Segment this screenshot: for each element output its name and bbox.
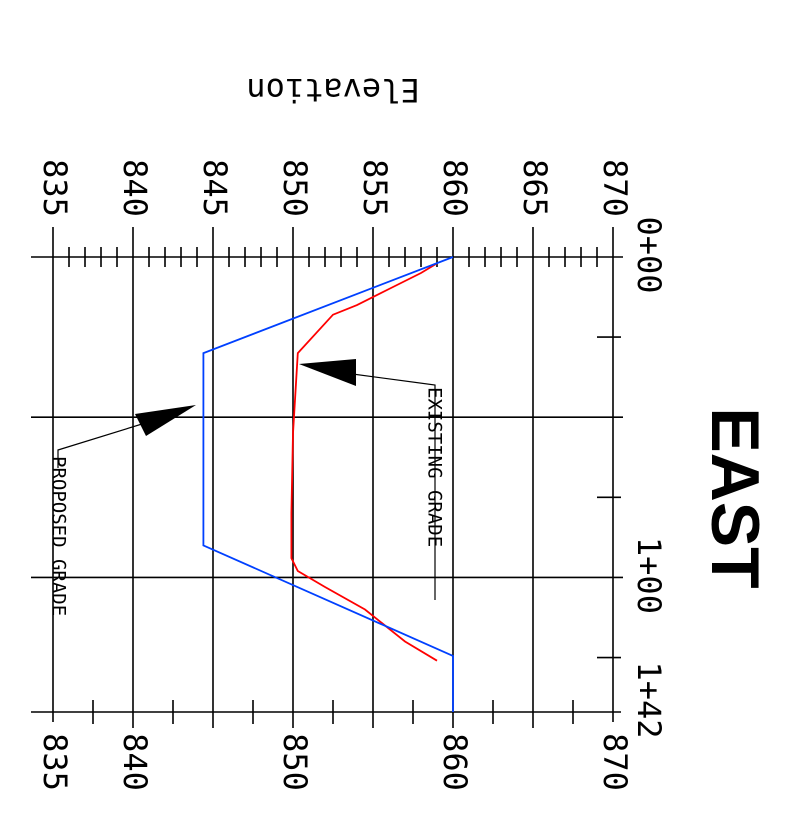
- y-tick-label-left: 840: [116, 159, 154, 217]
- annotation-arrows: [57, 359, 436, 600]
- proposed-leader: [57, 419, 156, 468]
- y-tick-label-right: 840: [116, 733, 154, 791]
- annotation-proposed-grade: PROPOSED GRADE: [48, 456, 70, 616]
- proposed-arrowhead: [135, 405, 196, 436]
- annotations: EXISTING GRADE PROPOSED GRADE: [48, 387, 446, 616]
- y-tick-label-left: 855: [356, 159, 394, 217]
- y-tick-labels-left: 835 840 845 850 855 860 865 870: [36, 159, 634, 217]
- y-tick-labels-right: 835 840 850 860 870: [36, 733, 634, 791]
- page-title: EAST: [697, 407, 773, 588]
- annotation-existing-grade: EXISTING GRADE: [424, 387, 446, 547]
- y-tick-label-left: 845: [196, 159, 234, 217]
- plot-area: [31, 227, 623, 728]
- y-tick-label-right: 860: [436, 733, 474, 791]
- x-tick-label: 1+42: [630, 661, 668, 738]
- y-axis-label: Elevation: [246, 71, 419, 109]
- y-tick-label-left: 850: [276, 159, 314, 217]
- x-tick-labels: 0+00 1+00 1+42: [630, 216, 668, 738]
- y-tick-label-right: 850: [276, 733, 314, 791]
- proposed-grade-line: [202, 256, 454, 712]
- y-tick-label-right: 870: [596, 733, 634, 791]
- y-tick-label-left: 865: [516, 159, 554, 217]
- existing-grade-line: [290, 262, 438, 662]
- y-tick-label-left: 870: [596, 159, 634, 217]
- x-tick-label: 0+00: [630, 216, 668, 293]
- y-tick-label-left: 835: [36, 159, 74, 217]
- series-layer: [202, 256, 454, 712]
- existing-arrowhead: [299, 359, 356, 386]
- y-tick-label-left: 860: [436, 159, 474, 217]
- existing-leader: [344, 372, 436, 600]
- x-tick-label: 1+00: [630, 537, 668, 614]
- y-tick-label-right: 835: [36, 733, 74, 791]
